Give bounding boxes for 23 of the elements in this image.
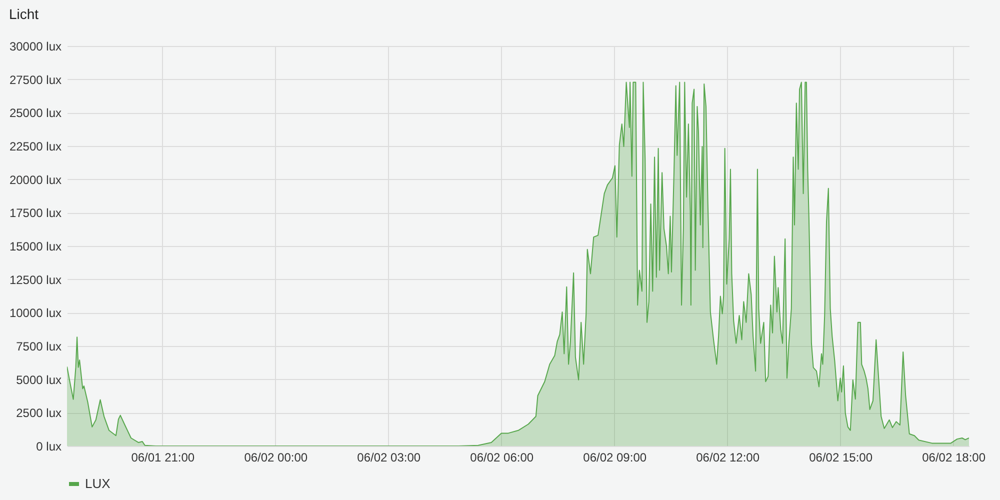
- y-tick-label: 7500 lux: [16, 340, 62, 354]
- y-tick-label: 2500 lux: [16, 406, 62, 420]
- x-tick-label: 06/02 09:00: [583, 450, 647, 464]
- y-tick-label: 0 lux: [36, 440, 62, 454]
- x-tick-label: 06/02 06:00: [470, 450, 534, 464]
- x-tick-label: 06/02 12:00: [696, 450, 760, 464]
- y-tick-label: 15000 lux: [9, 240, 62, 254]
- y-tick-label: 5000 lux: [16, 372, 62, 387]
- chart-title: Licht: [8, 6, 39, 22]
- legend-label: LUX: [85, 476, 111, 491]
- y-tick-label: 10000 lux: [9, 306, 62, 320]
- y-tick-label: 17500 lux: [9, 206, 62, 220]
- x-tick-label: 06/02 15:00: [809, 450, 873, 464]
- y-tick-label: 27500 lux: [9, 72, 62, 87]
- x-tick-label: 06/02 03:00: [357, 450, 421, 464]
- y-tick-label: 25000 lux: [9, 106, 62, 120]
- x-tick-label: 06/01 21:00: [131, 450, 195, 464]
- x-tick-label: 06/02 18:00: [922, 450, 986, 464]
- y-tick-label: 30000 lux: [9, 40, 62, 54]
- y-tick-label: 20000 lux: [9, 172, 62, 187]
- x-tick-label: 06/02 00:00: [244, 450, 308, 464]
- y-tick-label: 22500 lux: [9, 140, 62, 154]
- y-tick-label: 12500 lux: [9, 272, 62, 287]
